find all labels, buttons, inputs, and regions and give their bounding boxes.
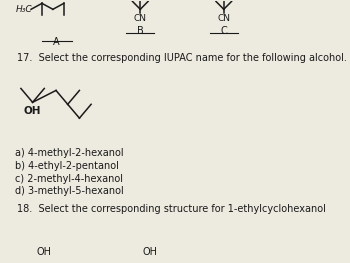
Text: d) 3-methyl-5-hexanol: d) 3-methyl-5-hexanol xyxy=(15,186,124,196)
Text: B: B xyxy=(137,26,143,36)
Text: H₃C: H₃C xyxy=(15,5,32,14)
Text: CN: CN xyxy=(134,14,147,23)
Text: OH: OH xyxy=(37,247,52,257)
Text: 18.  Select the corresponding structure for 1-ethylcyclohexanol: 18. Select the corresponding structure f… xyxy=(17,204,326,214)
Text: A: A xyxy=(53,37,59,47)
Text: b) 4-ethyl-2-pentanol: b) 4-ethyl-2-pentanol xyxy=(15,161,119,171)
Text: c) 2-methyl-4-hexanol: c) 2-methyl-4-hexanol xyxy=(15,174,124,184)
Text: OH: OH xyxy=(142,247,157,257)
Text: OH: OH xyxy=(23,106,41,116)
Text: C: C xyxy=(220,26,227,36)
Text: a) 4-methyl-2-hexanol: a) 4-methyl-2-hexanol xyxy=(15,148,124,158)
Text: 17.  Select the corresponding IUPAC name for the following alcohol.: 17. Select the corresponding IUPAC name … xyxy=(17,53,347,63)
Text: CN: CN xyxy=(217,14,230,23)
